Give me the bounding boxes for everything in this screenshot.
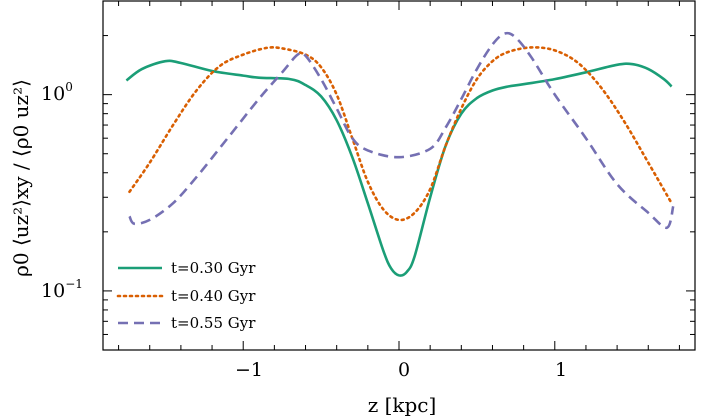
legend-label-0: t=0.30 Gyr (171, 259, 256, 277)
series-line-2 (128, 31, 675, 230)
y-tick-label-0: 100 (41, 80, 73, 105)
tick-layer (103, 0, 695, 350)
legend-label-1: t=0.40 Gyr (171, 287, 256, 305)
x-axis-label: z [kpc] (368, 393, 437, 417)
x-tick-label-2: 1 (555, 359, 567, 381)
series-line-0 (125, 59, 673, 277)
x-tick-label-1: 0 (398, 359, 410, 381)
y-axis-label: ρ0 ⟨uz²⟩xy / ⟨ρ0 uz²⟩ (9, 79, 33, 277)
series-layer (125, 31, 675, 277)
x-tick-label-0: −1 (235, 359, 263, 381)
series-line-1 (128, 46, 673, 222)
legend-label-2: t=0.55 Gyr (171, 314, 256, 332)
legend: t=0.30 Gyr t=0.40 Gyr t=0.55 Gyr (116, 259, 256, 332)
y-tick-label-1: 10−1 (41, 277, 83, 302)
